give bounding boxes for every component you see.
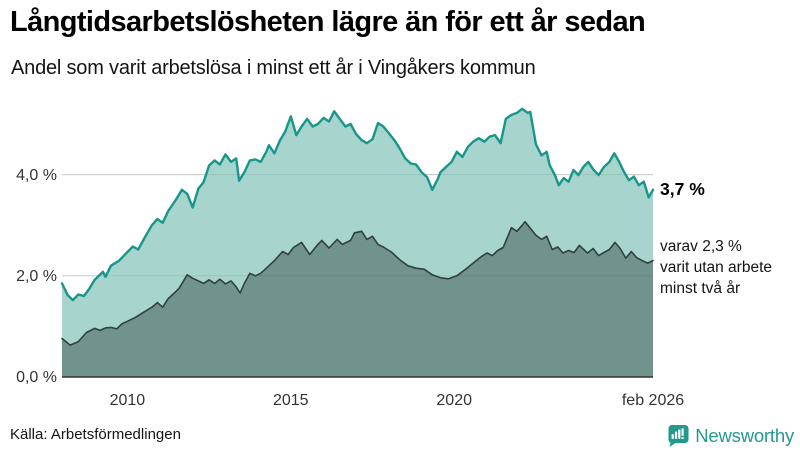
- y-tick-label: 2,0 %: [16, 267, 57, 285]
- x-tick-label: 2015: [272, 392, 309, 409]
- series1-line: [60, 107, 655, 302]
- x-tick-label: 2010: [109, 392, 146, 409]
- logo-exclamation-dot-icon: [681, 437, 684, 439]
- newsworthy-logo-icon: [668, 425, 689, 447]
- annotation-line: varit utan arbete: [660, 259, 773, 276]
- annotation-line: minst två år: [660, 280, 741, 297]
- series1-end-value-label: 3,7 %: [660, 179, 705, 199]
- logo-exclamation-icon: [681, 428, 684, 436]
- page-title: Långtidsarbetslösheten lägre än för ett …: [10, 6, 646, 38]
- y-tick-label: 0,0 %: [16, 369, 57, 386]
- chart-subtitle: Andel som varit arbetslösa i minst ett å…: [11, 57, 536, 79]
- source-note: Källa: Arbetsförmedlingen: [10, 426, 181, 443]
- series2-annotation: varav 2,3 % varit utan arbete minst två …: [660, 236, 772, 299]
- logo-bar-icon: [678, 429, 681, 439]
- annotation-line: varav 2,3 %: [660, 238, 742, 255]
- series2-area: [62, 221, 653, 377]
- brand-name: Newsworthy: [695, 425, 794, 446]
- logo-bar-icon: [671, 434, 675, 439]
- series2-line: [61, 220, 654, 346]
- y-tick-label: 4,0 %: [16, 166, 57, 184]
- x-tick-label: feb 2026: [621, 392, 685, 409]
- logo-bar-icon: [675, 431, 678, 439]
- x-tick-label: 2020: [436, 392, 472, 409]
- newsworthy-logo: Newsworthy: [667, 424, 794, 447]
